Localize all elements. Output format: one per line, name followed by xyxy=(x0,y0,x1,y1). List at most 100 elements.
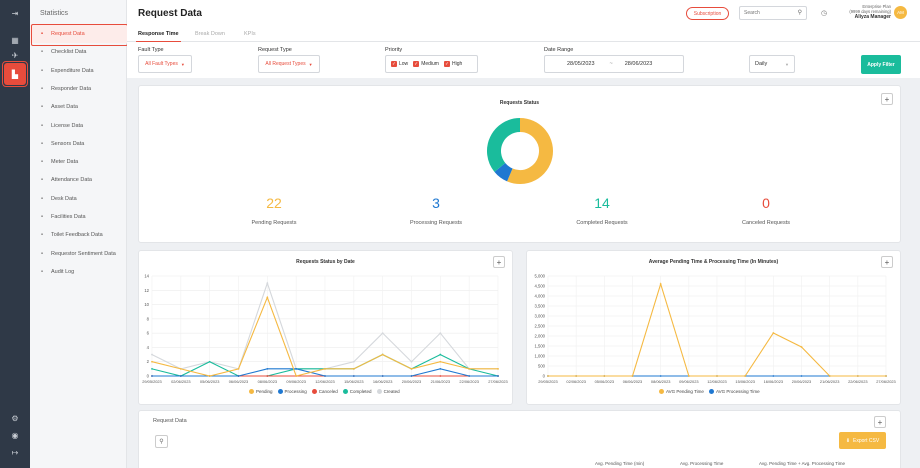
settings-icon[interactable]: ⚙ xyxy=(11,413,19,423)
legend-item[interactable]: Created xyxy=(376,389,400,394)
data-point xyxy=(266,367,269,370)
legend-item[interactable]: Pending xyxy=(249,389,273,394)
x-tick-label: 05/06/2023 xyxy=(200,379,219,384)
date-range-input[interactable]: 28/05/2023 ~ 28/06/2023 xyxy=(544,55,684,73)
x-tick-label: 21/06/2023 xyxy=(820,379,839,384)
sidebar-item-expenditure-data[interactable]: ▪ Expenditure Data xyxy=(30,62,127,80)
logout-icon[interactable]: ↦ xyxy=(11,447,19,457)
chart-legend: AVG Pending Time AVG Processing Time xyxy=(659,389,760,394)
checklist-icon: ▪ xyxy=(40,49,44,56)
collapse-icon[interactable]: ⇥ xyxy=(11,8,19,18)
sidebar-item-attendance-data[interactable]: ▪ Attendance Data xyxy=(30,171,127,189)
avatar[interactable]: AM xyxy=(894,6,907,19)
sidebar-title: Statistics xyxy=(40,10,69,17)
legend-item[interactable]: Completed xyxy=(342,389,372,394)
priority-low-checkbox[interactable]: ✓ Low xyxy=(391,61,408,67)
x-tick-label: 27/06/2023 xyxy=(876,379,895,384)
search-input[interactable] xyxy=(740,7,790,19)
data-point xyxy=(266,282,269,285)
x-tick-label: 09/06/2023 xyxy=(286,379,305,384)
calendar-icon: ▪ xyxy=(40,177,44,184)
legend-item[interactable]: AVG Pending Time xyxy=(659,389,704,394)
avg-times-title: Average Pending Time & Processing Time (… xyxy=(648,259,779,265)
download-icon: ⬇ xyxy=(845,437,851,444)
legend-label: Processing xyxy=(284,389,307,394)
x-tick-label: 09/06/2023 xyxy=(679,379,698,384)
y-tick-label: 2,000 xyxy=(535,334,546,339)
priority-high-checkbox[interactable]: ✓ High xyxy=(443,61,462,67)
sidebar-item-label: Responder Data xyxy=(51,85,92,92)
legend-swatch xyxy=(277,389,283,394)
data-point xyxy=(151,353,153,356)
sidebar-item-toilet-feedback-data[interactable]: ▪ Toilet Feedback Data xyxy=(30,226,127,244)
data-point xyxy=(716,375,718,377)
data-point xyxy=(179,367,182,370)
legend-swatch xyxy=(376,389,382,394)
add-widget-button[interactable]: + xyxy=(881,93,893,105)
legend-item[interactable]: AVG Processing Time xyxy=(708,389,760,394)
x-tick-label: 21/06/2023 xyxy=(431,379,450,384)
sidebar-item-label: Request Data xyxy=(51,31,85,37)
plan-name: Enterprise Plan xyxy=(862,4,891,9)
plan-info: Enterprise Plan (9999 days remaining) Al… xyxy=(834,4,891,20)
export-csv-button[interactable]: ⬇ Export CSV xyxy=(839,432,886,449)
sidebar-item-label: Sensors Data xyxy=(51,140,85,147)
legend-swatch xyxy=(342,389,348,394)
donut-slice-completed xyxy=(487,118,521,172)
y-tick-label: 8 xyxy=(147,316,150,321)
sidebar-item-responder-data[interactable]: ▪ Responder Data xyxy=(30,80,127,98)
sidebar-item-license-data[interactable]: ▪ License Data xyxy=(30,117,127,135)
sidebar-item-sensors-data[interactable]: ▪ Sensors Data xyxy=(30,135,127,153)
status-count: 22 xyxy=(266,195,282,211)
sidebar-item-desk-data[interactable]: ▪ Desk Data xyxy=(30,190,127,208)
priority-medium-checkbox[interactable]: ✓ Medium xyxy=(413,61,439,67)
tab-kpis[interactable]: KPIs xyxy=(244,31,256,37)
x-tick-label: 02/06/2023 xyxy=(171,379,190,384)
help-icon[interactable]: ◉ xyxy=(11,430,19,440)
legend-label: Pending xyxy=(256,389,273,394)
search-box: ⚲ xyxy=(739,6,807,20)
request-type-select[interactable]: All Request Types ▼ xyxy=(258,55,320,73)
chevron-down-icon: ▼ xyxy=(308,61,313,67)
search-icon[interactable]: ⚲ xyxy=(797,10,802,16)
data-point xyxy=(381,353,384,356)
clock-icon[interactable]: ◷ xyxy=(821,10,828,17)
subscription-button[interactable]: Subscription xyxy=(686,7,729,20)
check-icon: ✓ xyxy=(413,61,420,67)
data-point xyxy=(468,367,471,370)
legend-item[interactable]: Canceled xyxy=(311,389,338,394)
sidebar-item-asset-data[interactable]: ▪ Asset Data xyxy=(30,98,127,116)
sidebar-item-requestor-sentiment-data[interactable]: ▪ Requestor Sentiment Data xyxy=(30,245,127,263)
y-tick-label: 14 xyxy=(144,274,149,279)
fault-type-select[interactable]: All Fault Types ▼ xyxy=(138,55,192,73)
tab-break-down[interactable]: Break Down xyxy=(195,31,225,37)
sidebar-item-facilities-data[interactable]: ▪ Facilities Data xyxy=(30,208,127,226)
sidebar-item-request-data[interactable]: ▪ Request Data xyxy=(30,24,128,46)
status-count: 3 xyxy=(432,195,440,211)
sidebar-item-meter-data[interactable]: ▪ Meter Data xyxy=(30,153,127,171)
page-title: Request Data xyxy=(138,8,202,19)
y-tick-label: 2 xyxy=(147,359,150,364)
export-csv-label: Export CSV xyxy=(853,437,880,444)
data-point xyxy=(439,367,442,370)
apply-filter-button[interactable]: Apply Filter xyxy=(861,55,901,74)
sidebar-item-audit-log[interactable]: ▪ Audit Log xyxy=(30,263,127,281)
tab-response-time[interactable]: Response Time xyxy=(136,31,181,42)
priority-label: Priority xyxy=(385,47,403,53)
table-search-icon[interactable]: ⚲ xyxy=(155,435,168,448)
asset-icon: ▪ xyxy=(40,104,44,111)
sidebar-item-checklist-data[interactable]: ▪ Checklist Data xyxy=(30,43,127,61)
dashboard-icon[interactable]: ▦ xyxy=(11,35,19,45)
pin-icon[interactable]: ✈ xyxy=(11,50,19,60)
legend-item[interactable]: Processing xyxy=(277,389,307,394)
interval-select[interactable]: Daily ▼ xyxy=(749,55,795,73)
status-stat: 0 Canceled Requests xyxy=(721,195,811,226)
desk-icon: ▪ xyxy=(40,195,44,202)
chevron-down-icon: ▼ xyxy=(785,61,789,67)
priority-group: ✓ Low ✓ Medium ✓ High xyxy=(385,55,478,73)
requests-status-title: Requests Status xyxy=(499,100,540,106)
add-widget-button[interactable]: + xyxy=(881,256,893,268)
statistics-icon[interactable]: ▙ xyxy=(2,61,28,87)
add-widget-button[interactable]: + xyxy=(493,256,505,268)
add-widget-button[interactable]: + xyxy=(874,416,886,428)
